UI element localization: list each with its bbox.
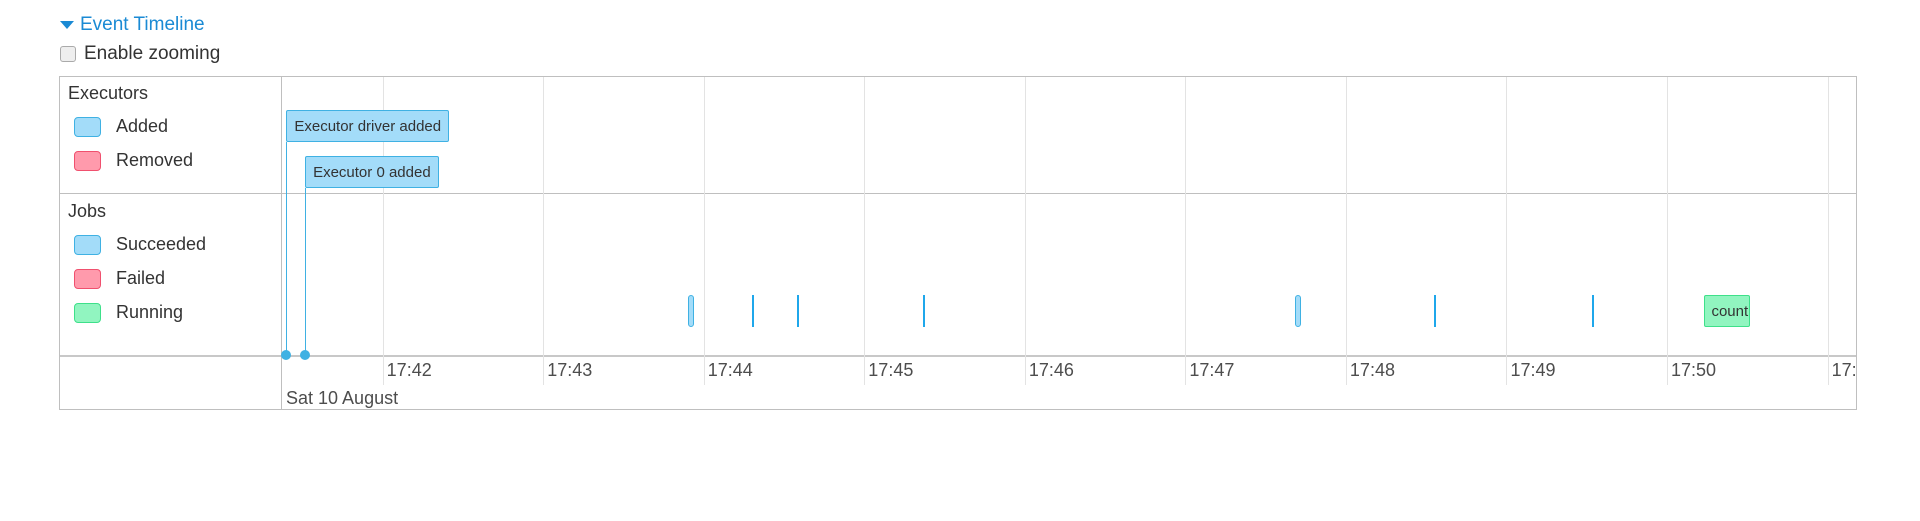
gridline (543, 77, 545, 385)
event-timeline[interactable]: Executors Added Removed Jobs Succeeded F… (59, 76, 1857, 410)
axis-tick-label: 17:44 (707, 360, 753, 380)
legend-failed: Failed (74, 268, 165, 289)
axis-tick-label: 17:46 (1028, 360, 1074, 380)
axis-tick-label: 17:47 (1189, 360, 1235, 380)
legend-label: Added (116, 116, 169, 136)
axis-tick-label: 17:42 (386, 360, 432, 380)
legend-label: Failed (116, 268, 166, 288)
executors-group-label: Executors (68, 83, 149, 103)
axis-tick-label: 17:49 (1510, 360, 1556, 380)
gridline (1185, 77, 1187, 385)
executor-event[interactable]: Executor 0 added (305, 156, 439, 188)
enable-zooming-label: Enable zooming (84, 43, 221, 64)
job-succeeded[interactable] (1592, 295, 1595, 327)
enable-zooming-checkbox[interactable] (60, 46, 76, 62)
event-timeline-title: Event Timeline (80, 14, 205, 35)
gridline (703, 77, 705, 385)
gridline (1506, 77, 1508, 385)
axis-tick-label: 17:51 (1831, 360, 1857, 380)
gridline (1667, 77, 1669, 385)
executor-event-dot (300, 350, 311, 360)
legend-label: Running (116, 302, 184, 322)
job-succeeded[interactable] (797, 295, 800, 327)
caret-down-icon (60, 21, 74, 29)
enable-zooming[interactable]: Enable zooming (60, 43, 220, 65)
added-swatch (74, 116, 101, 137)
job-succeeded[interactable] (751, 295, 754, 327)
executor-event[interactable]: Executor driver added (286, 110, 450, 142)
job-succeeded[interactable] (1295, 295, 1302, 327)
failed-swatch (74, 268, 101, 289)
legend-label: Removed (116, 150, 194, 170)
legend-added: Added (74, 116, 168, 137)
executor-event-line (305, 188, 307, 355)
executor-event-dot (281, 350, 292, 360)
gridline (1345, 77, 1347, 385)
axis-tick-label: 17:43 (547, 360, 593, 380)
running-swatch (74, 302, 101, 323)
legend-running: Running (74, 302, 183, 323)
gridline (864, 77, 866, 385)
event-timeline-toggle[interactable]: Event Timeline (60, 14, 205, 36)
gridline (382, 77, 384, 385)
job-succeeded[interactable] (687, 295, 694, 327)
removed-swatch (74, 150, 101, 171)
group-divider (60, 193, 1856, 194)
job-succeeded[interactable] (1434, 295, 1437, 327)
axis-tick-label: 17:50 (1671, 360, 1717, 380)
timeline-plot[interactable]: Sat 10 August 17:42 17:43 17:44 17:45 17:46 1… (281, 77, 1856, 409)
axis-tick-label: 17:45 (868, 360, 914, 380)
legend-removed: Removed (74, 150, 193, 171)
gridline (1024, 77, 1026, 385)
jobs-group-label: Jobs (68, 201, 107, 221)
legend-label: Succeeded (116, 234, 207, 254)
gridline (1827, 77, 1829, 385)
axis-line (60, 355, 1856, 357)
succeeded-swatch (74, 234, 101, 255)
executor-event-line (286, 142, 288, 355)
job-succeeded[interactable] (923, 295, 926, 327)
legend-succeeded: Succeeded (74, 234, 206, 255)
legend-panel: Executors Added Removed Jobs Succeeded F… (60, 77, 282, 409)
job-running[interactable]: count (1704, 295, 1750, 327)
axis-date-label: Sat 10 August (286, 388, 399, 408)
axis-tick-label: 17:48 (1349, 360, 1395, 380)
